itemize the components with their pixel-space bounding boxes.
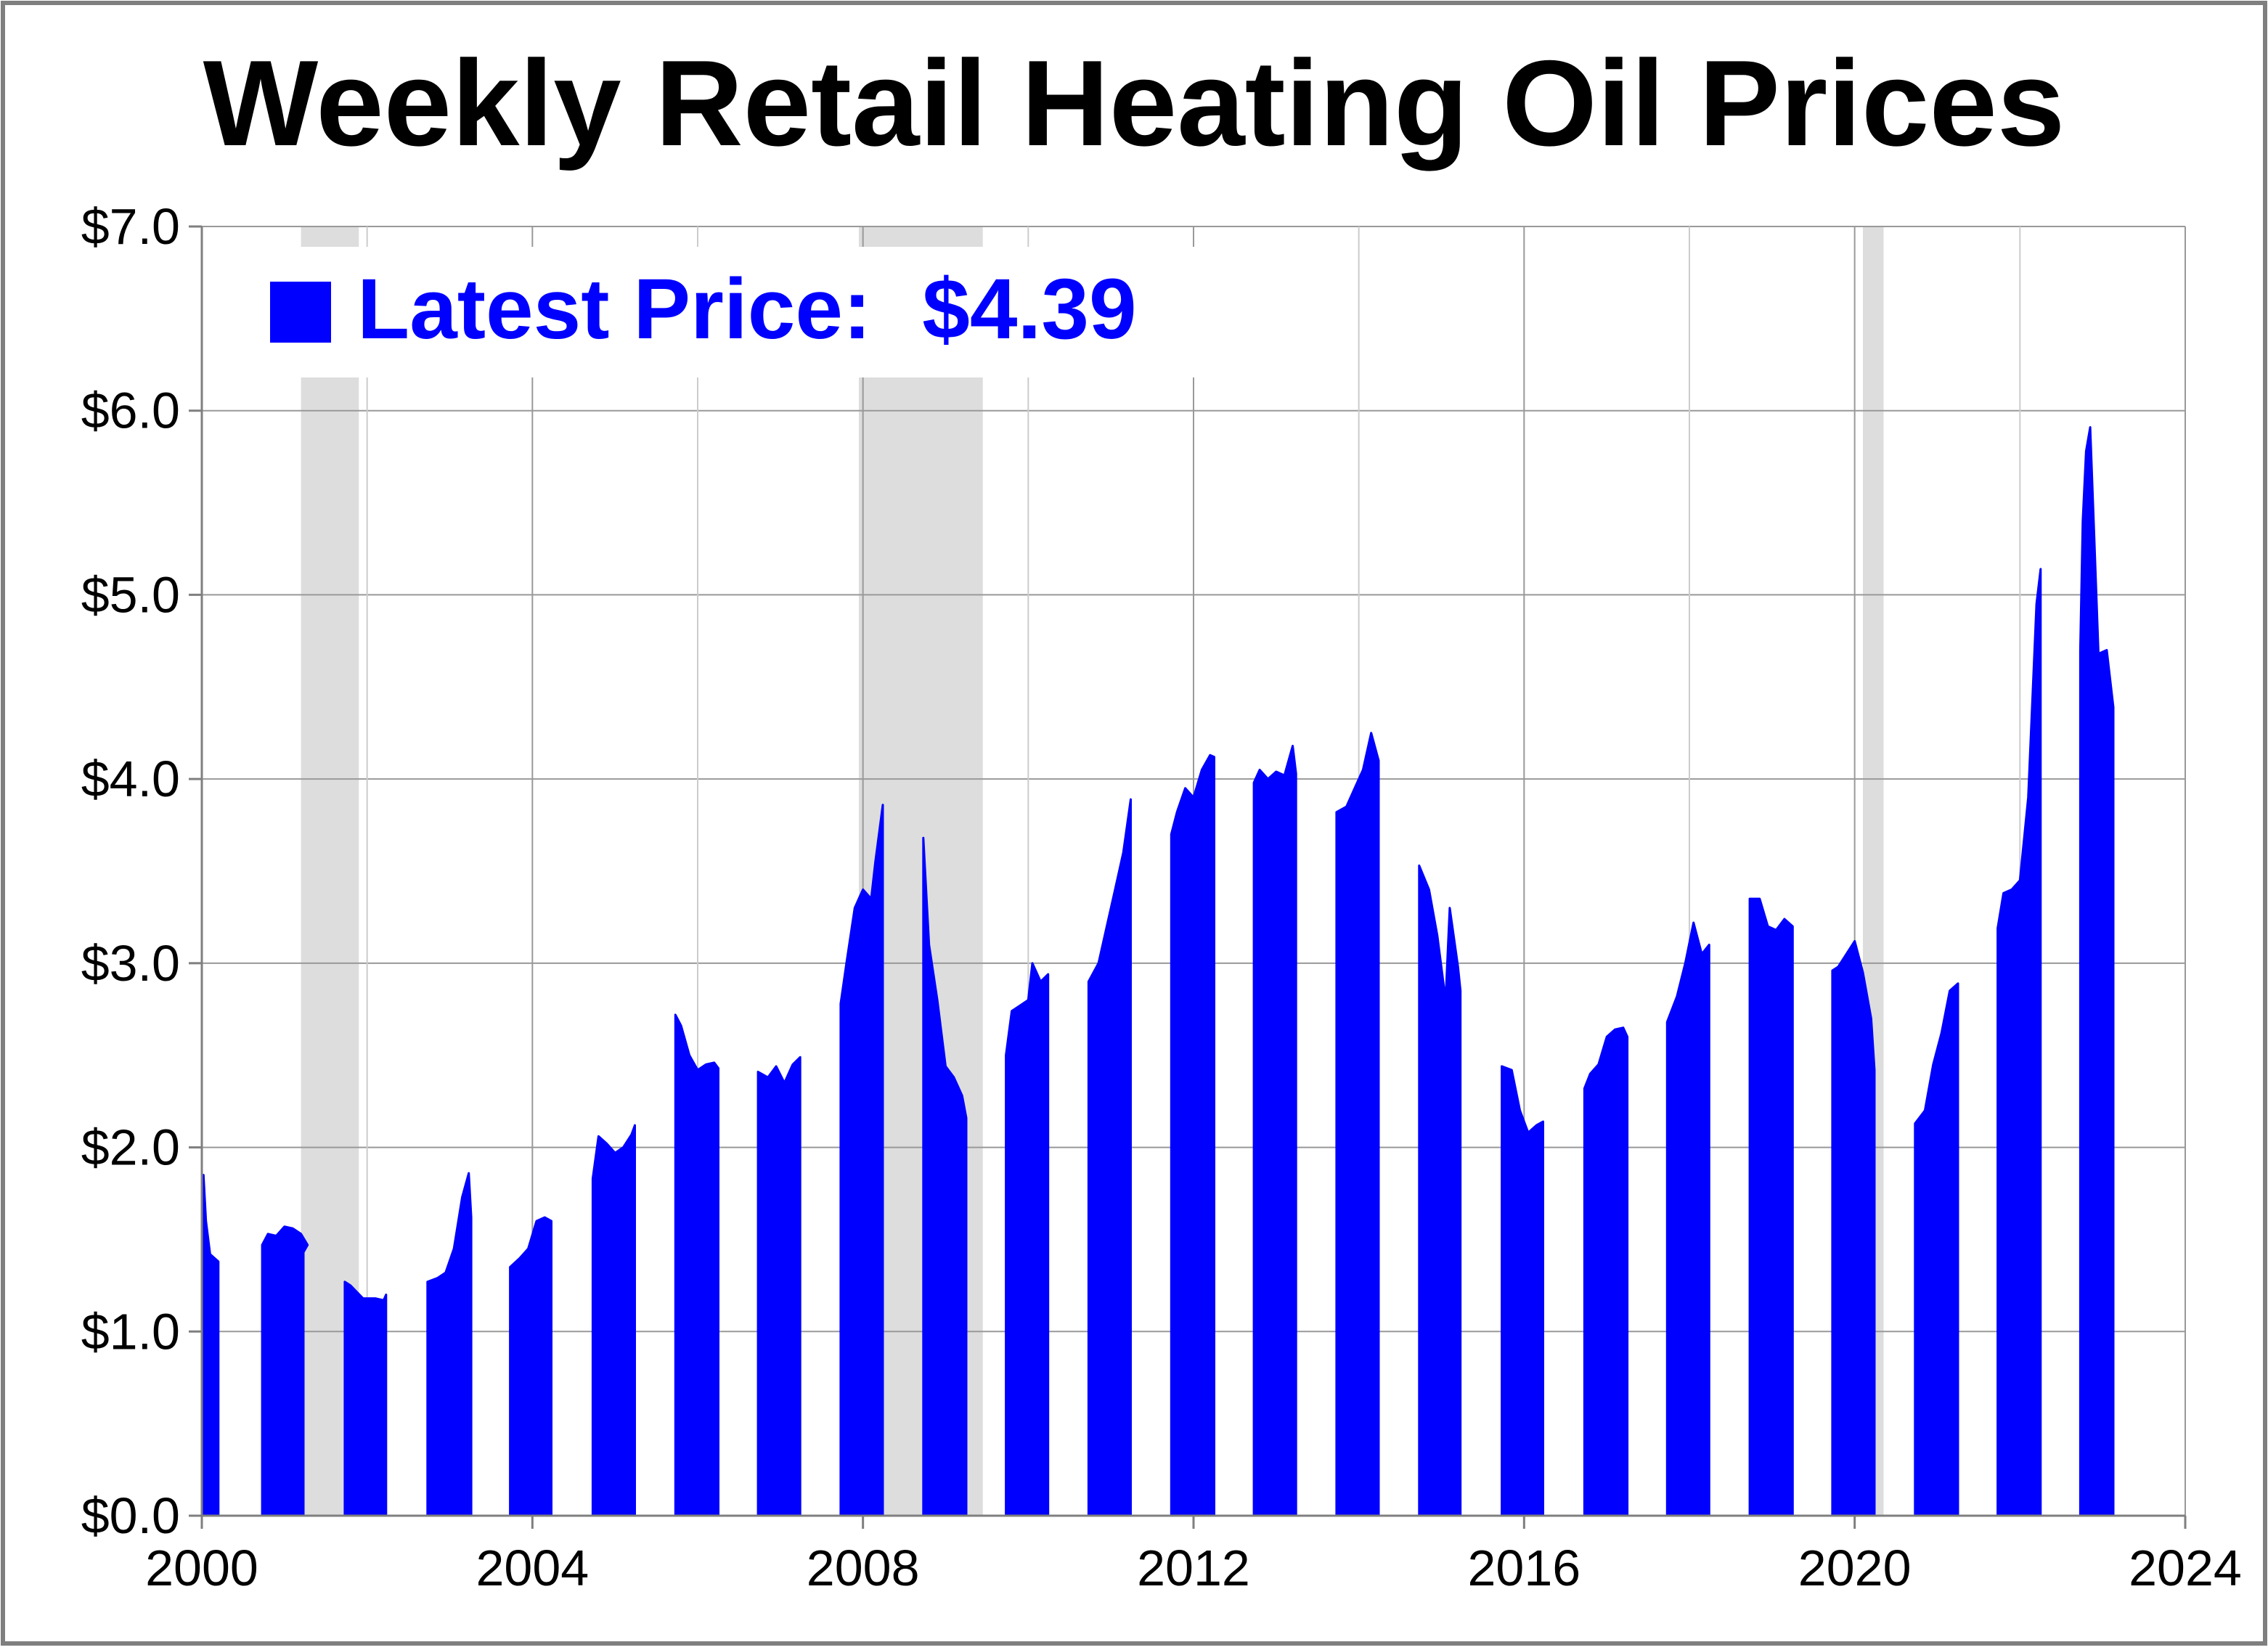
price-season-19 xyxy=(1665,921,1710,1517)
legend-label-text: Latest Price: xyxy=(357,261,871,357)
y-tick-label-4: $4.0 xyxy=(81,751,180,807)
axes xyxy=(189,225,2187,1529)
price-season-20 xyxy=(1748,897,1794,1517)
legend-label: Latest Price: $4.39 xyxy=(357,261,1137,357)
y-tick-label-1: $1.0 xyxy=(81,1303,180,1360)
price-season-7 xyxy=(674,1013,719,1517)
x-tick-label-0: 2000 xyxy=(145,1540,258,1596)
y-tick-label-0: $0.0 xyxy=(81,1487,180,1544)
price-season-9 xyxy=(839,804,884,1517)
y-tick-label-5: $5.0 xyxy=(81,566,180,623)
price-season-22 xyxy=(1914,982,1959,1517)
legend-swatch xyxy=(270,282,331,343)
y-tick-label-3: $3.0 xyxy=(81,935,180,992)
price-season-6 xyxy=(591,1124,636,1517)
price-season-12 xyxy=(1087,798,1132,1517)
x-tick-label-1: 2004 xyxy=(476,1540,589,1596)
x-tick-label-3: 2012 xyxy=(1137,1540,1250,1596)
price-season-13 xyxy=(1170,753,1215,1517)
x-tick-label-4: 2016 xyxy=(1467,1540,1580,1596)
price-season-11 xyxy=(1005,962,1050,1517)
price-season-14 xyxy=(1252,745,1297,1517)
price-season-8 xyxy=(756,1055,801,1517)
price-season-24 xyxy=(2079,426,2115,1517)
price-season-3 xyxy=(343,1281,388,1517)
price-season-5 xyxy=(509,1216,552,1517)
price-season-17 xyxy=(1501,1065,1544,1517)
price-season-15 xyxy=(1335,732,1380,1517)
price-series xyxy=(202,426,2115,1517)
price-season-16 xyxy=(1418,864,1462,1517)
y-tick-labels: $0.0 $1.0 $2.0 $3.0 $4.0 $5.0 $6.0 $7.0 xyxy=(81,198,180,1544)
y-tick-label-7: $7.0 xyxy=(81,198,180,255)
price-season-10 xyxy=(922,836,968,1517)
legend-latest-price: $4.39 xyxy=(922,261,1136,357)
chart-title: Weekly Retail Heating Oil Prices xyxy=(203,35,2065,171)
x-tick-label-6: 2024 xyxy=(2129,1540,2242,1596)
price-season-4 xyxy=(426,1172,473,1517)
price-season-18 xyxy=(1583,1026,1629,1517)
x-tick-label-2: 2008 xyxy=(807,1540,920,1596)
x-tick-labels: 2000 2004 2008 2012 2016 2020 2024 xyxy=(145,1540,2242,1596)
price-season-21 xyxy=(1831,939,1876,1517)
y-tick-label-2: $2.0 xyxy=(81,1119,180,1176)
x-tick-label-5: 2020 xyxy=(1798,1540,1912,1596)
y-tick-label-6: $6.0 xyxy=(81,383,180,439)
price-season-2 xyxy=(261,1225,309,1517)
legend-background xyxy=(254,247,1198,377)
price-season-23 xyxy=(1996,568,2042,1517)
